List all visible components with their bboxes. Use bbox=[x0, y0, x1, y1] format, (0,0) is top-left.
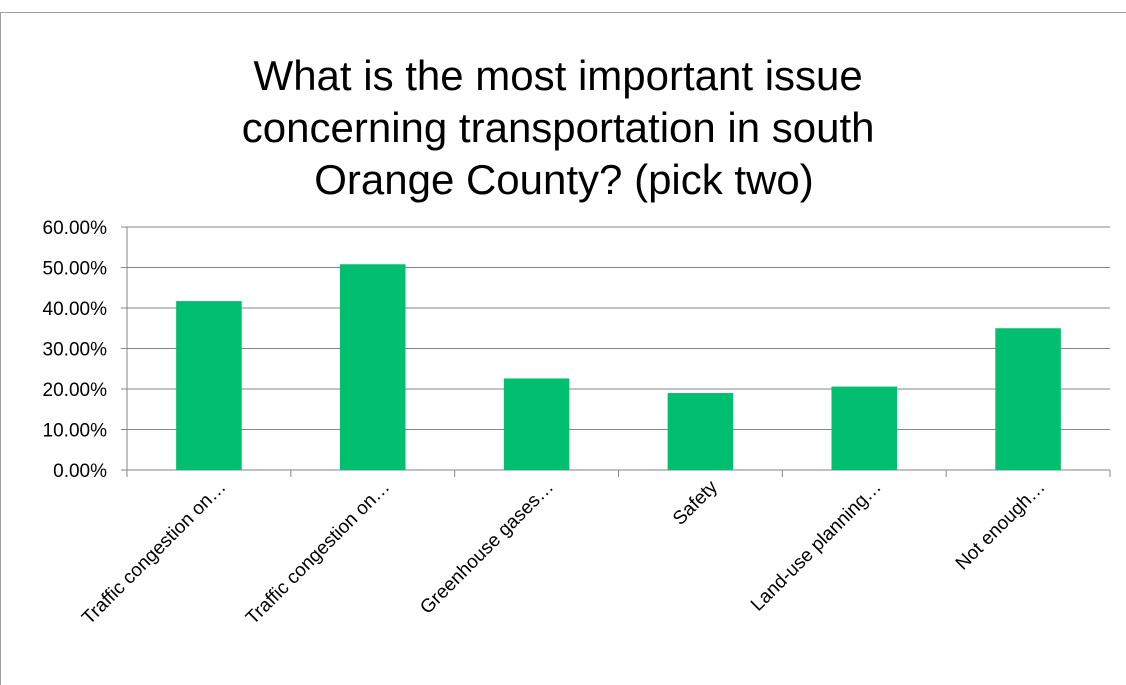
plot-area: 0.00% 10.00% 20.00% 30.00% 40.00% 50.00% 60.00… bbox=[43, 218, 1111, 629]
y-tick-label: 0.00% bbox=[53, 461, 107, 482]
y-tick-label: 20.00% bbox=[43, 380, 108, 401]
y-tick-label: 40.00% bbox=[43, 299, 108, 320]
x-tick-label: Traffic congestion on… bbox=[242, 477, 394, 629]
chart-title-line-2: concerning transportation in south bbox=[242, 104, 875, 151]
bar bbox=[176, 301, 242, 470]
chart-title: What is the most important issue concern… bbox=[242, 52, 886, 203]
x-tick-label: Traffic congestion on… bbox=[78, 477, 230, 629]
x-tick-label: Safety bbox=[669, 476, 722, 529]
bar bbox=[831, 386, 898, 470]
x-tick-label: Greenhouse gases… bbox=[416, 477, 558, 619]
bar bbox=[503, 378, 570, 470]
bar bbox=[667, 393, 734, 470]
bar bbox=[339, 264, 406, 470]
chart-title-line-1: What is the most important issue bbox=[254, 52, 863, 99]
x-tick-label: Not enough… bbox=[952, 477, 1050, 575]
y-tick-label: 50.00% bbox=[43, 259, 108, 280]
y-tick-label: 10.00% bbox=[43, 421, 108, 442]
bar bbox=[995, 328, 1061, 470]
y-tick-label: 30.00% bbox=[43, 340, 108, 361]
chart-title-line-3: Orange County? (pick two) bbox=[314, 156, 814, 203]
x-tick-label: Land-use planning… bbox=[747, 477, 886, 616]
y-tick-label: 60.00% bbox=[43, 218, 108, 239]
